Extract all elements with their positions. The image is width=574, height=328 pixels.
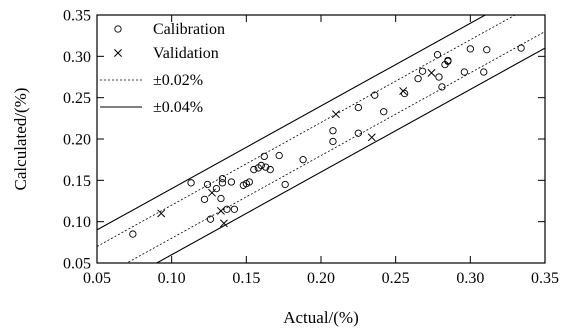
calibration-point <box>400 89 409 98</box>
calibration-point <box>460 68 469 76</box>
y-tick-label: 0.05 <box>63 256 91 273</box>
validation-point <box>157 209 166 218</box>
calibration-point <box>517 44 525 52</box>
calibration-point <box>262 163 270 171</box>
axis-ticks <box>96 14 546 264</box>
reference-lines <box>97 15 545 263</box>
x-tick-label: 0.15 <box>232 270 260 287</box>
reference-line-inner-lower <box>126 31 545 263</box>
y-axis-title: Calculated/(%) <box>11 88 30 191</box>
calibration-point <box>260 152 268 161</box>
calibration-point <box>187 179 195 187</box>
y-tick-label: 0.10 <box>63 214 91 231</box>
calibration-point <box>380 108 388 116</box>
calibration-point <box>371 91 379 99</box>
calibration-point <box>299 156 307 164</box>
calibration-point <box>329 127 337 135</box>
y-tick-label: 0.15 <box>63 173 91 190</box>
validation-point <box>208 188 216 197</box>
x-axis-title: Actual/(%) <box>283 308 359 327</box>
calibration-point <box>466 45 474 53</box>
calibration-point <box>414 75 422 83</box>
calibration-point <box>227 178 236 186</box>
calibration-point <box>129 230 137 238</box>
calibration-point <box>250 165 258 174</box>
calibration-point <box>275 151 283 160</box>
legend-validation-marker <box>114 49 122 57</box>
calibration-point <box>354 103 362 112</box>
y-tick-label: 0.35 <box>63 8 91 25</box>
calibration-point <box>230 205 239 213</box>
calibration-point <box>206 215 215 223</box>
calibration-point <box>257 161 265 170</box>
y-tick-label: 0.20 <box>63 132 91 149</box>
legend-validation-label: Validation <box>153 45 219 62</box>
legend-dotted-line-label: ±0.02% <box>153 72 203 89</box>
reference-line-inner-upper <box>97 15 516 247</box>
validation-point <box>427 68 436 77</box>
validation-point <box>216 206 225 215</box>
y-tick-label: 0.30 <box>63 49 91 66</box>
calibration-point <box>245 178 253 186</box>
y-tick-label: 0.25 <box>63 90 91 107</box>
calibration-point <box>203 180 212 189</box>
legend: Calibration Validation ±0.02% ±0.04% <box>100 21 225 116</box>
legend-solid-line-label: ±0.04% <box>153 99 203 116</box>
calibration-point <box>435 73 443 81</box>
calibration-point <box>418 67 427 75</box>
calibration-point <box>266 165 274 174</box>
calibration-point <box>223 205 231 213</box>
validation-point <box>399 87 408 96</box>
x-tick-label: 0.05 <box>83 270 111 287</box>
calibration-point <box>218 175 227 183</box>
calibration-point <box>438 83 446 91</box>
validation-point <box>219 219 228 228</box>
validation-point <box>367 133 376 142</box>
calibration-point <box>218 179 227 187</box>
reference-line-outer-lower <box>155 47 545 263</box>
calibration-point <box>329 137 337 146</box>
legend-calibration-label: Calibration <box>153 21 225 38</box>
calibration-point <box>200 195 209 203</box>
validation-point <box>331 110 340 119</box>
calibration-point <box>480 68 488 76</box>
x-tick-label: 0.35 <box>531 270 559 287</box>
calibration-point <box>483 46 491 54</box>
calibration-point <box>281 180 289 189</box>
x-tick-label: 0.25 <box>382 270 410 287</box>
calibration-point <box>212 184 221 193</box>
data-points <box>129 44 525 238</box>
calibration-point <box>444 57 452 65</box>
calibration-point <box>217 194 225 203</box>
calibration-point <box>433 51 442 59</box>
x-tick-label: 0.10 <box>158 270 186 287</box>
axis-tick-labels: 0.05 0.10 0.15 0.20 0.25 0.30 0.35 0.05 0.10 0.15… <box>63 8 559 288</box>
calibration-point <box>354 129 362 137</box>
legend-calibration-marker <box>114 25 122 33</box>
x-tick-label: 0.20 <box>307 270 335 287</box>
x-tick-label: 0.30 <box>456 270 484 287</box>
reference-line-outer-upper <box>97 15 487 231</box>
